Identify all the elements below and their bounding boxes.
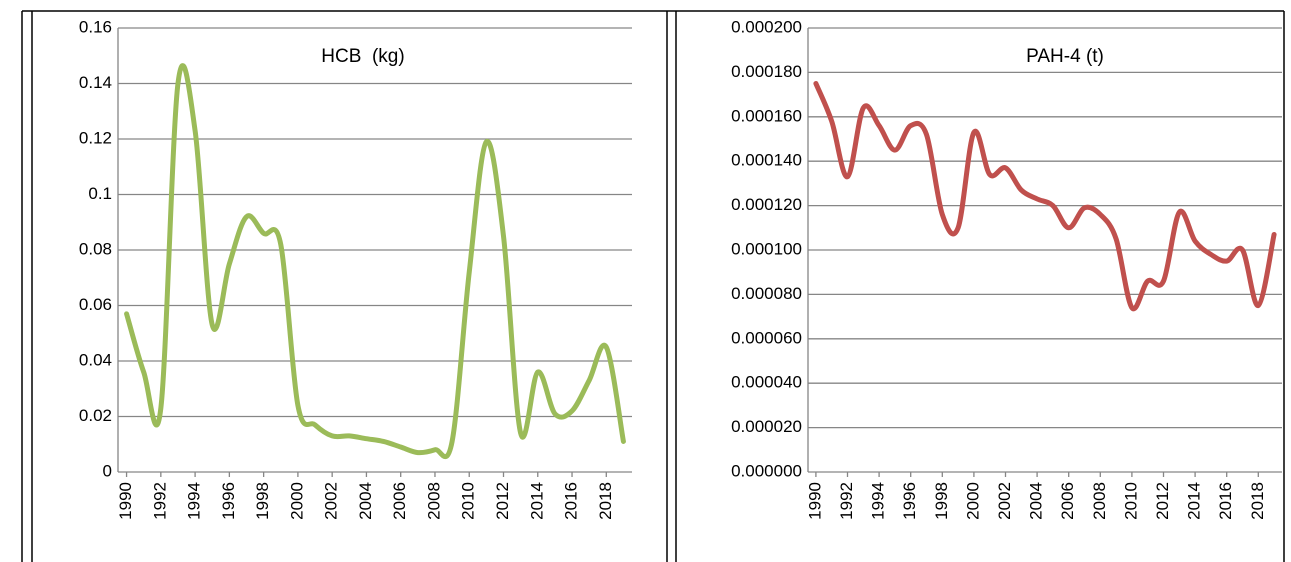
x-tick-label: 1990 [116, 482, 135, 520]
x-tick-label: 1998 [932, 482, 951, 520]
y-tick-label: 0.06 [79, 295, 112, 314]
x-tick-label: 2006 [390, 482, 409, 520]
x-tick-label: 2014 [527, 482, 546, 520]
x-tick-label: 1996 [219, 482, 238, 520]
y-tick-label: 0.000000 [731, 461, 802, 480]
y-tick-label: 0 [103, 461, 112, 480]
x-tick-label: 2000 [963, 482, 982, 520]
x-tick-label: 2012 [1153, 482, 1172, 520]
x-tick-label: 2016 [1216, 482, 1235, 520]
data-line [813, 81, 1277, 312]
x-tick-label: 2004 [356, 482, 375, 520]
x-tick-label: 1996 [900, 482, 919, 520]
chart-title: HCB (kg) [321, 46, 404, 67]
y-tick-label: 0.000120 [731, 195, 802, 214]
y-tick-label: 0.000020 [731, 417, 802, 436]
y-tick-label: 0.12 [79, 128, 112, 147]
y-tick-label: 0.04 [79, 350, 112, 369]
x-tick-label: 1992 [150, 482, 169, 520]
x-tick-label: 2014 [1185, 482, 1204, 520]
y-tick-label: 0.16 [79, 17, 112, 36]
x-tick-label: 2008 [1090, 482, 1109, 520]
x-tick-label: 1994 [869, 482, 888, 520]
y-tick-label: 0.08 [79, 239, 112, 258]
y-tick-label: 0.14 [79, 73, 112, 92]
x-tick-label: 2010 [1121, 482, 1140, 520]
x-tick-label: 1994 [185, 482, 204, 520]
x-tick-label: 2002 [995, 482, 1014, 520]
y-tick-label: 0.000160 [731, 106, 802, 125]
y-tick-label: 0.02 [79, 406, 112, 425]
x-tick-label: 2018 [596, 482, 615, 520]
x-tick-label: 1990 [805, 482, 824, 520]
y-tick-label: 0.000200 [731, 17, 802, 36]
x-tick-label: 2000 [287, 482, 306, 520]
x-tick-label: 2016 [562, 482, 581, 520]
x-tick-label: 2010 [459, 482, 478, 520]
y-tick-label: 0.000180 [731, 62, 802, 81]
y-tick-label: 0.1 [88, 184, 112, 203]
x-tick-label: 1992 [837, 482, 856, 520]
chart-title: PAH-4 (t) [1026, 46, 1104, 67]
y-tick-label: 0.000140 [731, 151, 802, 170]
y-tick-label: 0.000100 [731, 239, 802, 258]
x-tick-label: 2006 [1058, 482, 1077, 520]
x-tick-label: 2018 [1248, 482, 1267, 520]
x-tick-label: 2004 [1027, 482, 1046, 520]
x-tick-label: 2012 [493, 482, 512, 520]
y-tick-label: 0.000080 [731, 284, 802, 303]
x-tick-label: 2002 [322, 482, 341, 520]
x-tick-label: 1998 [253, 482, 272, 520]
x-tick-label: 2008 [424, 482, 443, 520]
data-line [124, 63, 626, 460]
y-tick-label: 0.000040 [731, 373, 802, 392]
y-tick-label: 0.000060 [731, 328, 802, 347]
